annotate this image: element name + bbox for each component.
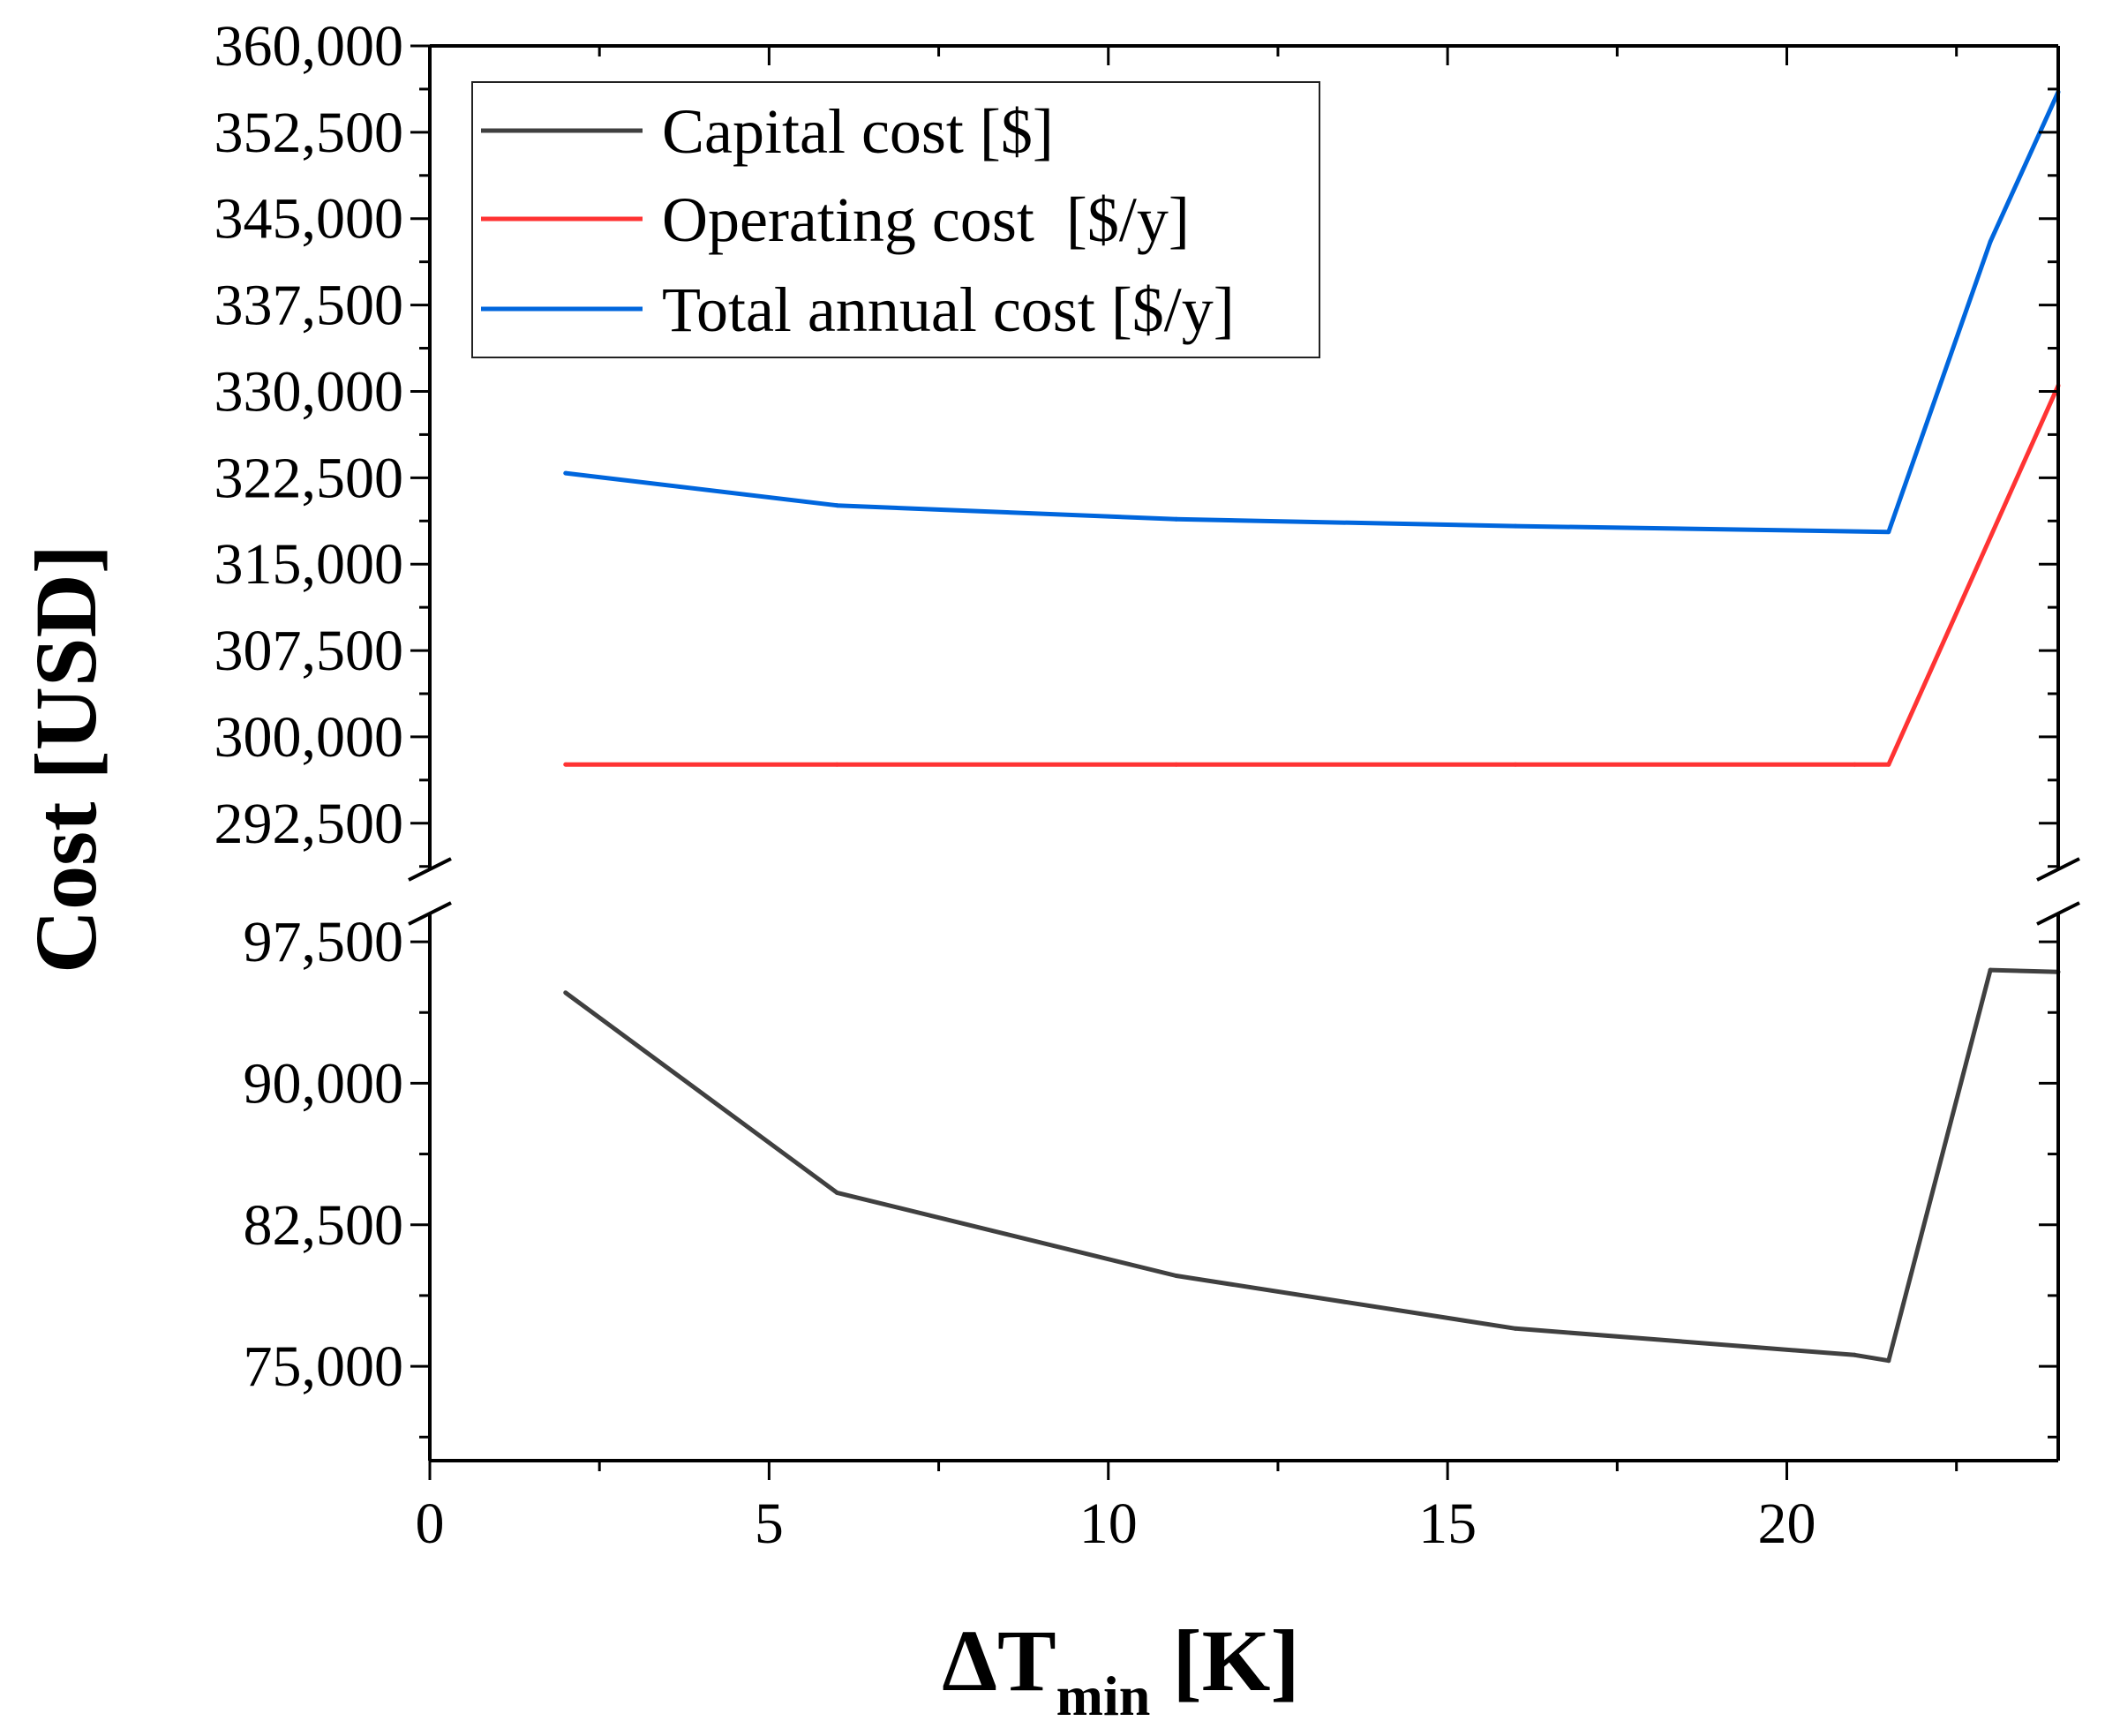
y-tick-label-upper: 352,500	[214, 101, 404, 165]
legend-label-operating-cost: Operating cost [$/y]	[662, 184, 1190, 255]
capital-cost-point	[834, 1190, 839, 1195]
legend-label-capital-cost: Capital cost [$]	[662, 96, 1054, 167]
y-tick-label-lower: 75,000	[244, 1334, 404, 1399]
capital-cost-point	[563, 990, 568, 996]
capital-cost-point	[1513, 1326, 1518, 1331]
series-layer	[563, 89, 2061, 1364]
total-annual-cost-point	[1886, 530, 1891, 535]
x-tick-label: 20	[1758, 1492, 1816, 1556]
legend-label-total-annual-cost: Total annual cost [$/y]	[662, 274, 1235, 345]
operating-cost-point	[834, 762, 839, 767]
capital-cost-point	[1174, 1273, 1179, 1278]
total-annual-cost-point	[563, 470, 568, 476]
capital-cost-point	[1852, 1352, 1857, 1357]
capital-cost-point	[1988, 967, 1993, 973]
operating-cost-point	[1174, 762, 1179, 767]
operating-cost-point	[1852, 762, 1857, 767]
operating-cost-point	[1513, 762, 1518, 767]
left-axis-break-mark-lower	[408, 901, 452, 926]
total-annual-cost-point	[1988, 239, 1993, 244]
y-tick-label-upper: 322,500	[214, 446, 404, 510]
y-tick-label-upper: 330,000	[214, 359, 404, 424]
capital-cost-point	[1886, 1358, 1891, 1364]
x-tick-label: 10	[1079, 1492, 1138, 1556]
y-tick-label-lower: 90,000	[244, 1051, 404, 1116]
y-tick-label-lower: 97,500	[244, 910, 404, 974]
tick-layer	[410, 44, 2058, 1480]
x-axis-title-unit: [K]	[1150, 1612, 1299, 1710]
x-axis-title-subscript: min	[1056, 1665, 1151, 1727]
total-annual-cost-point	[834, 503, 839, 508]
total-annual-cost-point	[1513, 523, 1518, 529]
operating-cost-point	[563, 762, 568, 767]
y-tick-label-upper: 292,500	[214, 792, 404, 856]
x-axis-title-main: ΔT	[942, 1612, 1056, 1710]
y-tick-label-lower: 82,500	[244, 1193, 404, 1258]
x-axis-title: ΔTmin [K]	[942, 1612, 1299, 1727]
total-annual-cost-point	[1174, 516, 1179, 522]
left-axis-break-mark-upper	[408, 857, 452, 882]
y-tick-label-upper: 360,000	[214, 14, 404, 79]
label-layer: 0 5 10 15 20 292,500 300,000 307,500 315,000 322,…	[214, 14, 1816, 1556]
y-axis-title: Cost [USD]	[17, 545, 115, 973]
x-tick-label: 15	[1418, 1492, 1477, 1556]
y-tick-label-upper: 315,000	[214, 532, 404, 597]
y-tick-label-upper: 337,500	[214, 274, 404, 338]
y-tick-label-upper: 345,000	[214, 187, 404, 252]
x-tick-label: 5	[755, 1492, 784, 1556]
y-tick-label-upper: 300,000	[214, 705, 404, 770]
legend: Capital cost [$] Operating cost [$/y] To…	[471, 81, 1320, 358]
y-tick-label-upper: 307,500	[214, 619, 404, 683]
operating-cost-point	[1886, 762, 1891, 767]
right-axis-break-mark-upper	[2036, 857, 2080, 882]
x-tick-label: 0	[416, 1492, 445, 1556]
capital-cost-line	[564, 967, 2059, 1364]
right-axis-break-mark-lower	[2036, 901, 2080, 926]
